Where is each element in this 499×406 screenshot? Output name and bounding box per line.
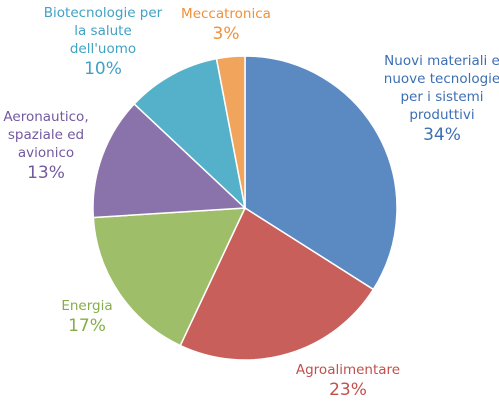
category-name: Biotecnologie per la salute dell'uomo	[43, 5, 163, 57]
slice-label: Aeronautico, spaziale ed avionico 13%	[0, 108, 92, 184]
value-label: 17%	[68, 316, 106, 336]
category-name: Nuovi materiali e nuove tecnologie per i…	[383, 53, 499, 123]
slice-label: Energia 17%	[32, 297, 142, 337]
pie-slice	[133, 57, 247, 211]
value-label: 23%	[329, 380, 367, 400]
pie-slice	[92, 102, 247, 219]
category-name: Aeronautico, spaziale ed avionico	[3, 109, 89, 161]
value-label: 10%	[84, 59, 122, 79]
slice-label: Biotecnologie per la salute dell'uomo 10%	[42, 4, 164, 80]
value-label: 3%	[212, 24, 240, 44]
slice-label: Nuovi materiali e nuove tecnologie per i…	[383, 52, 499, 146]
slice-label: Meccatronica 3%	[166, 5, 286, 45]
pie-slice	[179, 206, 375, 361]
value-label: 34%	[423, 125, 461, 145]
slice-label: Agroalimentare 23%	[283, 361, 413, 401]
value-label: 13%	[27, 163, 65, 183]
category-name: Agroalimentare	[295, 362, 401, 378]
category-name: Meccatronica	[181, 6, 271, 22]
pie-slice	[215, 55, 246, 209]
pie-slice	[244, 55, 398, 291]
pie-slice	[92, 207, 247, 347]
category-name: Energia	[61, 298, 113, 314]
